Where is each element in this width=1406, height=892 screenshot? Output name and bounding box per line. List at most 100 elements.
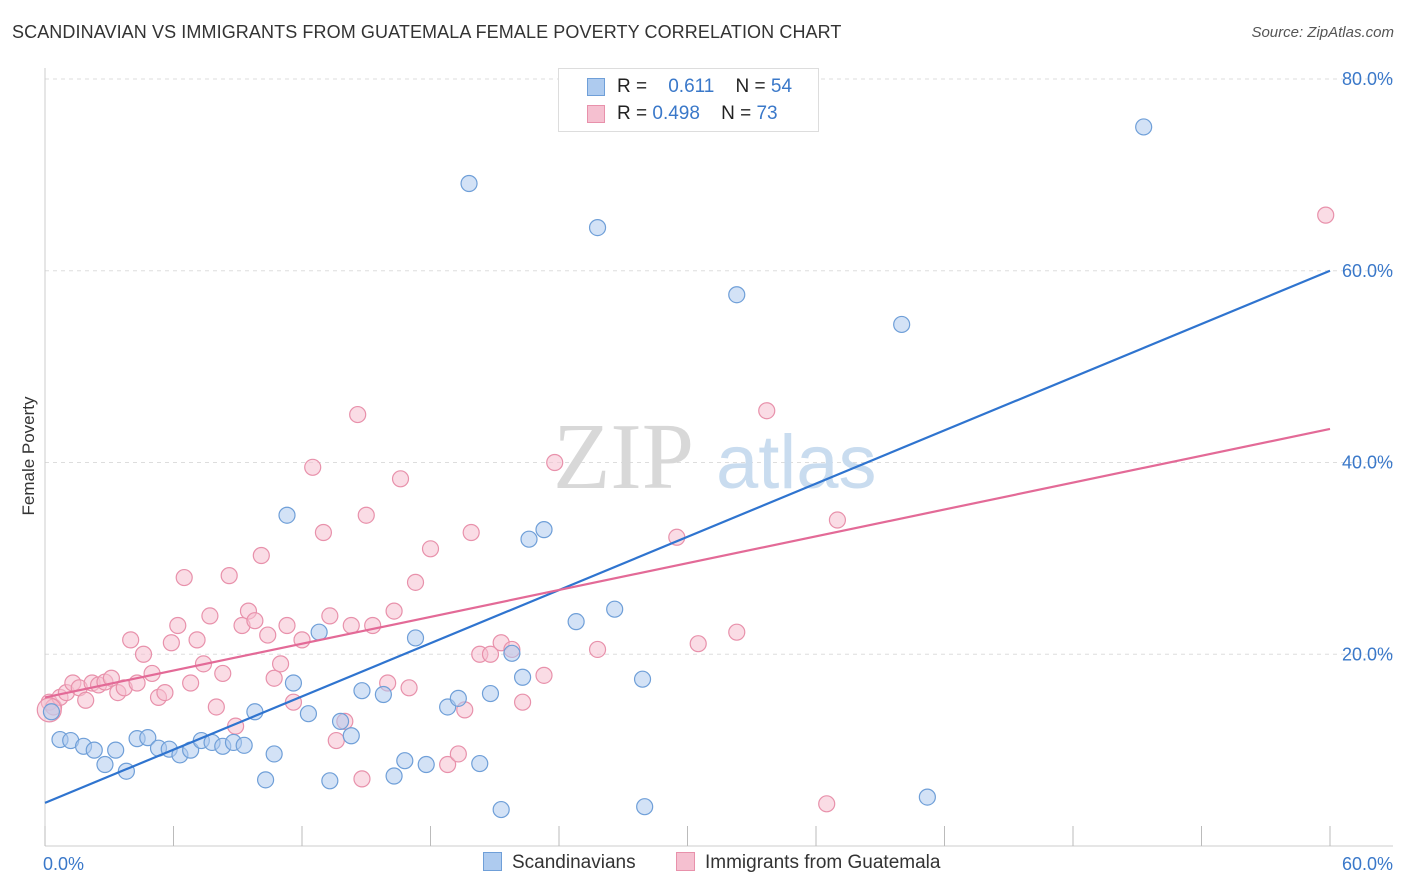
y-tick-label: 60.0% <box>1342 261 1393 281</box>
scandinavian-point <box>385 767 403 785</box>
scandinavian-point <box>265 745 283 763</box>
guatemala-point <box>314 523 333 542</box>
tick-labels: 20.0% 40.0% 60.0% 80.0% 0.0% 60.0% <box>43 69 1393 874</box>
scandinavian-point <box>503 644 521 662</box>
legend-n-value: 54 <box>770 76 793 97</box>
source-label: Source: ZipAtlas.com <box>1251 24 1394 41</box>
chart-title: SCANDINAVIAN VS IMMIGRANTS FROM GUATEMAL… <box>12 22 842 42</box>
guatemala-point <box>246 612 264 630</box>
guatemala-point <box>175 568 193 587</box>
scandinavian-point <box>406 629 425 647</box>
scandinavian-point <box>321 772 339 790</box>
gridlines <box>45 78 1393 655</box>
legend-r-label: R = <box>617 103 648 124</box>
guatemala-point <box>265 669 283 687</box>
guatemala-point <box>188 631 206 649</box>
bottom-legend-swatch-blue <box>483 852 502 871</box>
scandinavian-point <box>636 798 654 816</box>
scandinavian-point <box>606 600 624 618</box>
scandinavian-point <box>284 674 303 692</box>
guatemala-point <box>439 755 457 774</box>
legend-r-value: 0.498 <box>652 103 700 124</box>
guatemala-point <box>156 683 174 702</box>
watermark: ZIP atlas <box>553 405 877 509</box>
guatemala-point <box>391 470 410 488</box>
scandinavian-point <box>235 736 253 754</box>
guatemala-point <box>349 405 367 424</box>
guatemala-point <box>689 635 707 653</box>
guatemala-point <box>134 645 153 663</box>
guatemala-point <box>353 770 371 788</box>
scandinavian-point <box>85 741 103 759</box>
scandinavian-point <box>42 703 61 721</box>
scandinavian-point <box>471 754 489 773</box>
trend-line-scandinavians <box>44 269 1331 804</box>
guatemala-point <box>828 511 847 529</box>
guatemala-point <box>252 546 270 565</box>
guatemala-point <box>304 458 322 476</box>
scandinavian-point <box>331 712 350 730</box>
guatemala-point <box>271 655 290 673</box>
scandinavian-point <box>492 800 510 819</box>
guatemala-point <box>449 745 467 763</box>
y-tick-label: 40.0% <box>1342 453 1393 473</box>
scandinavian-point <box>278 506 296 524</box>
scandinavian-point <box>535 521 553 539</box>
guatemala-point <box>481 645 500 663</box>
guatemala-point <box>1317 206 1335 224</box>
guatemala-point <box>385 602 403 620</box>
scandinavian-point <box>918 788 936 806</box>
x-tick-label: 60.0% <box>1342 854 1393 874</box>
scandinavian-point <box>449 689 467 707</box>
scandinavian-point <box>256 771 275 789</box>
scandinavian-point <box>396 752 414 770</box>
legend-r-value: 0.611 <box>668 76 715 97</box>
guatemala-point <box>162 634 180 652</box>
y-tick-label: 20.0% <box>1342 644 1393 664</box>
y-tick-label: 80.0% <box>1342 69 1393 89</box>
points-scandinavians <box>42 118 1153 819</box>
scandinavian-point <box>520 530 538 548</box>
guatemala-point <box>220 567 238 585</box>
scandinavian-point <box>342 727 360 745</box>
scandinavian-point <box>588 219 607 237</box>
legend-swatch-pink <box>587 105 605 123</box>
guatemala-point <box>535 666 553 684</box>
guatemala-point <box>406 573 425 591</box>
legend-n-value: 73 <box>756 103 778 124</box>
guatemala-point <box>182 674 200 692</box>
scandinavian-point <box>893 315 911 334</box>
guatemala-point <box>758 402 776 420</box>
scandinavian-point <box>310 623 328 641</box>
guatemala-point <box>321 607 339 625</box>
scandinavian-point <box>728 286 746 304</box>
legend-n-label: N = <box>721 103 752 124</box>
guatemala-point <box>357 506 375 524</box>
guatemala-point <box>278 616 296 635</box>
bottom-legend-swatch-pink <box>676 852 695 871</box>
legend-r-label: R = <box>617 76 648 97</box>
legend-text: R = 0.611 N = 54 <box>617 76 792 98</box>
scandinavian-point <box>567 613 585 631</box>
scandinavian-point <box>1135 118 1153 136</box>
legend-swatch-blue <box>587 78 605 96</box>
scandinavian-point <box>299 705 318 723</box>
guatemala-point <box>342 616 360 635</box>
guatemala-point <box>546 453 564 472</box>
scandinavian-point <box>139 729 157 747</box>
scandinavian-point <box>107 741 125 759</box>
scandinavian-point <box>353 682 371 700</box>
scandinavian-point <box>417 755 435 774</box>
guatemala-point <box>728 623 746 641</box>
bottom-legend-scandinavians: Scandinavians <box>483 852 636 874</box>
points-guatemala <box>36 206 1335 813</box>
guatemala-point <box>462 523 480 542</box>
watermark-zip: ZIP <box>553 405 694 509</box>
guatemala-point <box>818 795 836 813</box>
guatemala-point <box>201 607 219 625</box>
scandinavian-point <box>481 684 500 703</box>
scandinavian-point <box>96 755 114 774</box>
guatemala-point <box>259 626 277 644</box>
y-axis-label: Female Poverty <box>19 396 38 516</box>
